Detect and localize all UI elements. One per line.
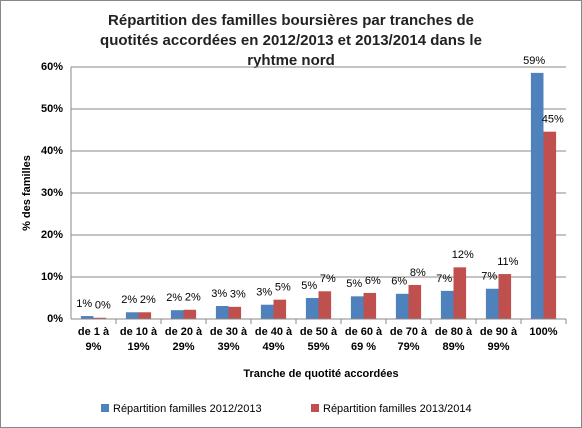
bar bbox=[170, 310, 184, 319]
bar bbox=[273, 299, 287, 319]
legend-label: Répartition familles 2013/2014 bbox=[323, 403, 472, 415]
value-label: 6% bbox=[391, 276, 407, 288]
bar bbox=[305, 298, 319, 319]
bar bbox=[183, 309, 197, 319]
value-label: 7% bbox=[436, 273, 452, 285]
y-tick-label: 20% bbox=[41, 229, 63, 241]
bar bbox=[125, 312, 139, 319]
x-tick-label: de 60 à 69 % bbox=[344, 326, 383, 353]
x-tick-label: de 30 à 39% bbox=[209, 326, 248, 353]
bar bbox=[228, 306, 242, 319]
value-label: 3% bbox=[211, 288, 227, 300]
x-tick-label: de 70 à 79% bbox=[389, 326, 428, 353]
bar bbox=[318, 291, 332, 319]
bar bbox=[363, 292, 377, 319]
bar bbox=[530, 72, 544, 319]
y-tick-label: 60% bbox=[41, 61, 63, 73]
value-label: 3% bbox=[256, 287, 272, 299]
bar bbox=[453, 267, 467, 319]
bar bbox=[215, 305, 229, 319]
value-label: 5% bbox=[275, 282, 291, 294]
y-tick-label: 40% bbox=[41, 145, 63, 157]
value-label: 8% bbox=[410, 267, 426, 279]
x-tick-label: de 20 à 29% bbox=[164, 326, 203, 353]
value-label: 11% bbox=[497, 256, 518, 268]
value-label: 5% bbox=[301, 280, 317, 292]
bar bbox=[440, 290, 454, 319]
legend-swatch bbox=[101, 404, 109, 412]
bar bbox=[543, 131, 557, 319]
value-label: 2% bbox=[166, 292, 182, 304]
value-label: 6% bbox=[365, 275, 381, 287]
value-label: 59% bbox=[523, 55, 545, 67]
bar bbox=[138, 312, 152, 319]
y-tick-label: 50% bbox=[41, 103, 63, 115]
value-label: 2% bbox=[185, 292, 201, 304]
bar bbox=[408, 284, 422, 319]
y-tick-label: 10% bbox=[41, 271, 63, 283]
bar bbox=[350, 296, 364, 319]
bar bbox=[395, 293, 409, 319]
x-axis-label: Tranche de quotité accordées bbox=[243, 368, 398, 380]
y-tick-label: 30% bbox=[41, 187, 63, 199]
bar bbox=[93, 317, 107, 319]
value-label: 2% bbox=[121, 294, 137, 306]
value-label: 3% bbox=[230, 289, 246, 301]
x-tick-label: de 50 à 59% bbox=[299, 326, 338, 353]
value-label: 7% bbox=[481, 271, 497, 283]
bar bbox=[260, 304, 274, 319]
value-label: 45% bbox=[542, 114, 564, 126]
bar bbox=[80, 316, 94, 319]
chart-title: Répartition des familles boursières par … bbox=[100, 12, 482, 69]
value-label: 1% bbox=[76, 298, 92, 310]
x-tick-label: de 10 à 19% bbox=[119, 326, 158, 353]
x-tick-label: de 1 à 9% bbox=[77, 326, 110, 353]
value-label: 2% bbox=[140, 294, 156, 306]
x-tick-label: de 90 à 99% bbox=[479, 326, 518, 353]
x-tick-label: de 40 à 49% bbox=[254, 326, 293, 353]
value-label: 7% bbox=[320, 273, 336, 285]
y-tick-label: 0% bbox=[47, 313, 63, 325]
x-tick-label: 100% bbox=[529, 326, 558, 338]
value-label: 12% bbox=[452, 249, 474, 261]
x-tick-label: de 80 à 89% bbox=[434, 326, 473, 353]
value-label: 0% bbox=[95, 300, 111, 312]
bar bbox=[485, 288, 499, 319]
value-label: 5% bbox=[346, 278, 362, 290]
y-axis-label: % des familles bbox=[21, 155, 33, 231]
legend-swatch bbox=[311, 404, 319, 412]
bar bbox=[498, 274, 512, 319]
legend-label: Répartition familles 2012/2013 bbox=[113, 403, 262, 415]
